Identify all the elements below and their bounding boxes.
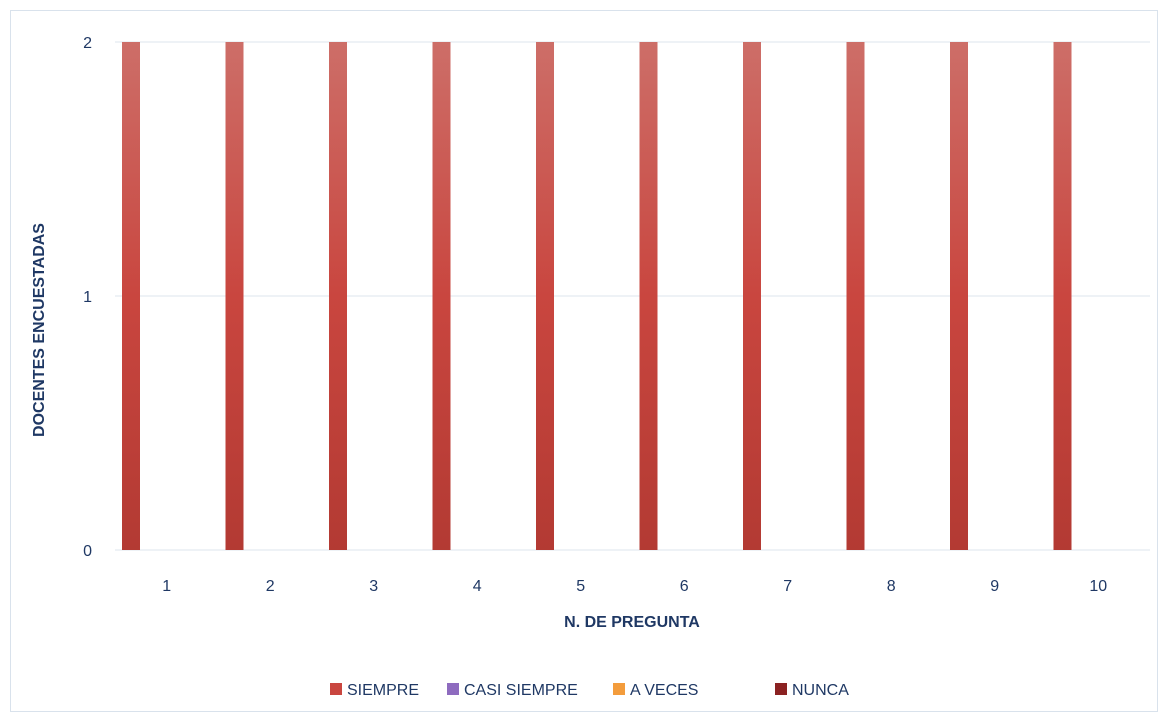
x-tick-label-9: 9	[990, 578, 999, 595]
legend-item-casi-siempre: CASI SIEMPRE	[447, 682, 578, 699]
bar-siempre-q5	[536, 42, 554, 550]
bar-siempre-q10	[1053, 42, 1072, 550]
x-tick-label-8: 8	[887, 578, 896, 595]
x-tick-label-2: 2	[266, 578, 275, 595]
x-axis-title: N. DE PREGUNTA	[564, 614, 700, 631]
legend-swatch-siempre	[330, 683, 342, 695]
x-tick-label-7: 7	[783, 578, 792, 595]
x-tick-label-5: 5	[576, 578, 585, 595]
x-tick-label-3: 3	[369, 578, 378, 595]
legend-label-a-veces: A VECES	[630, 682, 698, 699]
y-tick-label-2: 2	[83, 35, 92, 52]
legend-item-a-veces: A VECES	[613, 682, 698, 699]
bar-siempre-q2	[225, 42, 244, 550]
legend-item-nunca: NUNCA	[775, 682, 849, 699]
bar-siempre-q3	[329, 42, 347, 550]
gridlines	[115, 41, 1150, 551]
bar-siempre-q7	[743, 42, 761, 550]
y-axis-ticks: 0 1 2	[83, 35, 92, 560]
x-tick-label-10: 10	[1089, 578, 1107, 595]
bars	[122, 42, 1072, 550]
legend-swatch-nunca	[775, 683, 787, 695]
bar-siempre-q1	[122, 42, 140, 550]
bar-siempre-q9	[950, 42, 968, 550]
legend-label-siempre: SIEMPRE	[347, 682, 419, 699]
bar-siempre-q4	[432, 42, 451, 550]
x-axis-ticks: 1 2 3 4 5 6 7 8 9 10	[162, 578, 1107, 595]
legend-label-casi-siempre: CASI SIEMPRE	[464, 682, 578, 699]
legend-swatch-casi-siempre	[447, 683, 459, 695]
legend-swatch-a-veces	[613, 683, 625, 695]
bar-siempre-q8	[846, 42, 865, 550]
x-tick-label-1: 1	[162, 578, 171, 595]
legend-label-nunca: NUNCA	[792, 682, 849, 699]
x-tick-label-4: 4	[473, 578, 482, 595]
y-tick-label-0: 0	[83, 543, 92, 560]
legend-item-siempre: SIEMPRE	[330, 682, 419, 699]
legend: SIEMPRE CASI SIEMPRE A VECES NUNCA	[330, 682, 849, 699]
bar-siempre-q6	[639, 42, 658, 550]
x-tick-label-6: 6	[680, 578, 689, 595]
y-tick-label-1: 1	[83, 289, 92, 306]
y-axis-title: DOCENTES ENCUESTADAS	[31, 223, 48, 437]
